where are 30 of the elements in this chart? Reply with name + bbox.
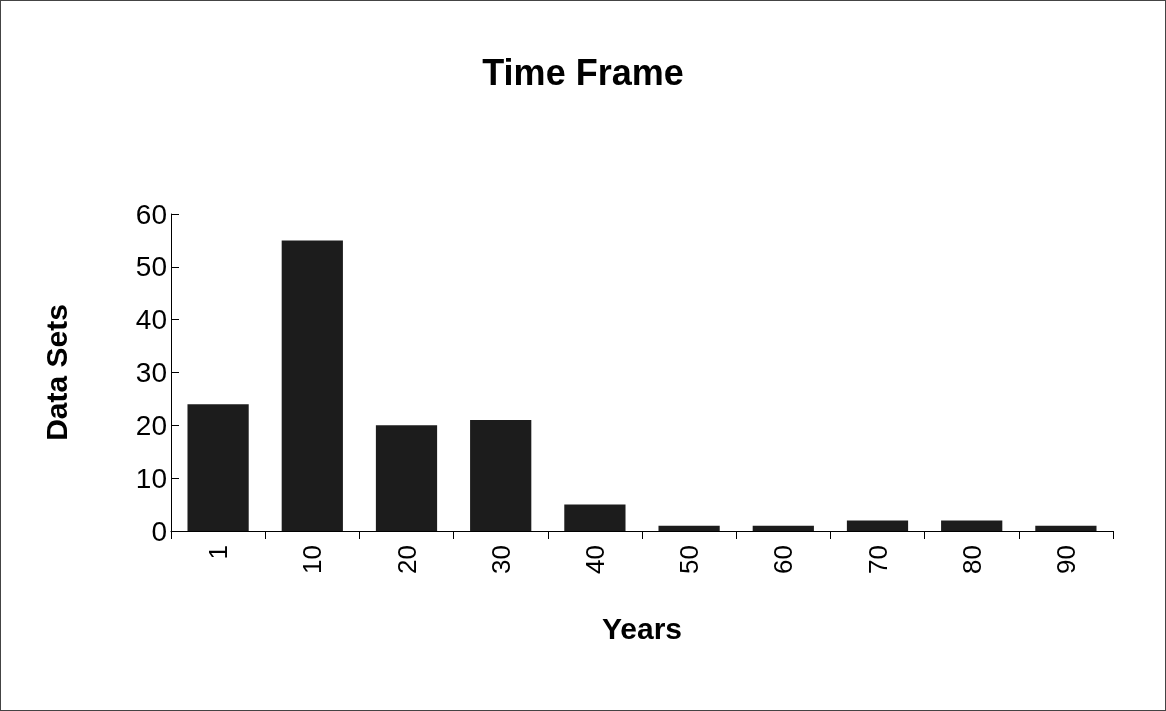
- bar: [187, 404, 249, 531]
- x-tick-label: 80: [956, 545, 987, 574]
- x-tick-label: 60: [768, 545, 799, 574]
- x-tick-label: 50: [674, 545, 705, 574]
- y-tick-label: 30: [135, 357, 167, 388]
- y-axis-title: Data Sets: [39, 304, 73, 441]
- bar: [658, 525, 720, 531]
- bar: [846, 520, 909, 531]
- bar: [1035, 525, 1097, 531]
- y-tick-label: 20: [135, 409, 167, 441]
- bar: [752, 525, 814, 531]
- x-tick-label: 70: [862, 545, 893, 574]
- x-tick-label: 10: [297, 545, 328, 574]
- y-tick-label: 10: [135, 462, 167, 494]
- y-tick-label: 50: [135, 251, 167, 283]
- bar: [375, 425, 438, 531]
- x-tick-label: 30: [485, 545, 516, 574]
- x-tick-label: 1: [203, 545, 234, 560]
- x-tick-label: 20: [391, 545, 422, 574]
- y-tick-label: 60: [135, 198, 167, 230]
- x-axis-title: Years: [601, 611, 683, 645]
- bar: [470, 420, 532, 531]
- x-tick-label: 40: [579, 545, 610, 574]
- chart-title: Time Frame: [482, 51, 684, 93]
- x-tick-label: 90: [1050, 545, 1081, 574]
- y-tick-label: 40: [135, 304, 167, 336]
- bar: [564, 504, 626, 531]
- bar: [281, 240, 343, 531]
- bar: [941, 520, 1003, 531]
- y-tick-label: 0: [151, 515, 167, 547]
